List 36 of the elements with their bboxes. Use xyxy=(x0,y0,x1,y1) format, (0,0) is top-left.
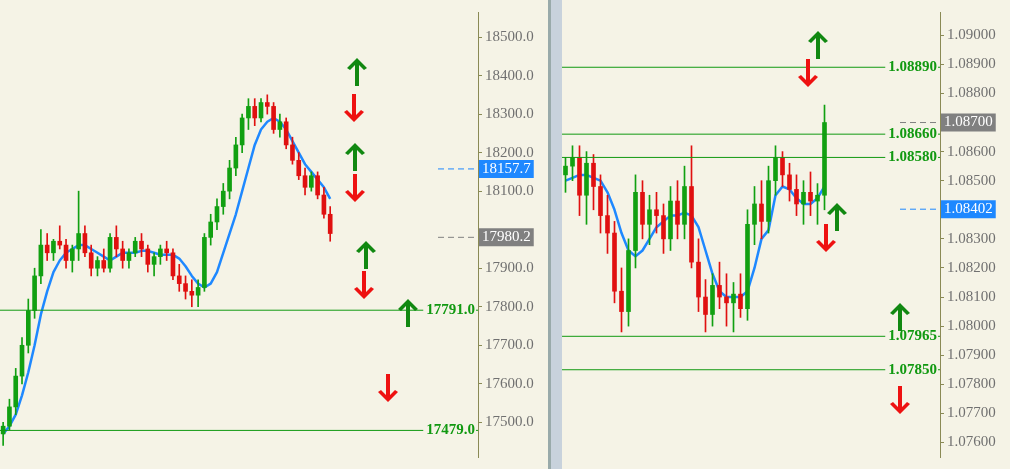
ref-line-label: 1.07850 xyxy=(888,360,937,377)
y-tick-label: 1.08300 xyxy=(947,229,996,246)
y-tick-label: 18200.0 xyxy=(485,143,534,160)
y-tick-label: 1.07700 xyxy=(947,404,996,421)
ref-line-label: 1.08402 xyxy=(944,200,993,217)
y-tick-label: 1.08800 xyxy=(947,84,996,101)
y-tick-label: 18100.0 xyxy=(485,182,534,199)
y-tick-label: 1.08600 xyxy=(947,142,996,159)
ref-line-label: 17980.2 xyxy=(482,228,531,245)
y-tick-label: 1.09000 xyxy=(947,26,996,43)
ref-line-label: 17791.0 xyxy=(426,301,475,318)
y-tick-label: 18300.0 xyxy=(485,105,534,122)
ref-line-label: 1.07965 xyxy=(888,327,937,344)
y-tick-label: 17700.0 xyxy=(485,336,534,353)
y-tick-label: 1.08100 xyxy=(947,287,996,304)
ref-line-label: 1.08700 xyxy=(944,113,993,130)
y-tick-label: 17800.0 xyxy=(485,297,534,314)
ref-line-label: 1.08890 xyxy=(888,58,937,75)
y-tick-label: 1.07800 xyxy=(947,375,996,392)
y-tick-label: 17500.0 xyxy=(485,413,534,430)
candlestick xyxy=(57,225,63,250)
ref-line-label: 17479.0 xyxy=(426,421,475,438)
y-tick-label: 18500.0 xyxy=(485,27,534,44)
y-tick-label: 18400.0 xyxy=(485,66,534,83)
y-tick-label: 1.07600 xyxy=(947,433,996,450)
candlestick xyxy=(164,240,169,261)
y-tick-label: 17900.0 xyxy=(485,259,534,276)
y-tick-label: 1.08500 xyxy=(947,171,996,188)
ref-line-label: 1.08660 xyxy=(888,125,937,142)
ref-line-label: 18157.7 xyxy=(482,159,532,176)
y-tick-label: 1.08200 xyxy=(947,258,996,275)
ref-line-label: 1.08580 xyxy=(888,148,937,165)
y-tick-label: 1.07900 xyxy=(947,346,996,363)
y-tick-label: 17600.0 xyxy=(485,374,534,391)
y-tick-label: 1.08000 xyxy=(947,317,996,334)
y-tick-label: 1.08900 xyxy=(947,55,996,72)
